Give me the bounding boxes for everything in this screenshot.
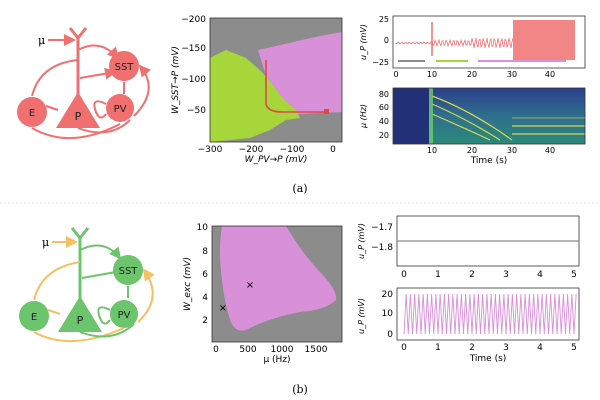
phase-map-b: × × 10 8 6 4 2 0 500 1000 1500 μ (Hz) W_… xyxy=(183,223,343,365)
y-axis-label: W_SST→P (mV) xyxy=(171,46,181,114)
ytick: 0 xyxy=(384,36,389,45)
point-marker: × xyxy=(246,280,254,291)
p-node xyxy=(56,92,100,128)
sst-node xyxy=(109,51,139,81)
circuit-a: μ SST PV P E xyxy=(17,27,152,139)
xtick: 4 xyxy=(537,270,543,280)
spectrogram-a: 80 60 40 20 10 20 30 40 Time (s) μ (Hz) xyxy=(359,87,586,166)
xtick: 3 xyxy=(503,270,509,280)
x-axis-label: Time (s) xyxy=(470,156,508,166)
e-node xyxy=(19,301,49,331)
ytick: 60 xyxy=(379,103,389,112)
x-axis-label: W_PV→P (mV) xyxy=(245,155,308,165)
xtick: 3 xyxy=(503,343,509,353)
xtick: 20 xyxy=(467,146,477,155)
ytick: 2 xyxy=(202,316,208,326)
xtick: 500 xyxy=(239,345,256,355)
y-axis-label: W_exc (mV) xyxy=(183,257,193,311)
ytick: 20 xyxy=(379,131,389,140)
e-label: E xyxy=(31,312,37,323)
xtick: 5 xyxy=(571,343,577,353)
input-mu-label: μ xyxy=(42,236,49,249)
ytick: −100 xyxy=(181,75,206,85)
xtick: 20 xyxy=(467,70,477,79)
xtick: 30 xyxy=(507,146,517,155)
y-axis-label: u_P (mV) xyxy=(357,298,366,334)
y-axis-label: μ (Hz) xyxy=(359,104,368,129)
sst-node xyxy=(113,255,143,285)
ytick: −200 xyxy=(181,15,206,25)
xtick: −300 xyxy=(198,145,223,155)
xtick: 1 xyxy=(435,343,441,353)
xtick: 2 xyxy=(469,270,475,280)
y-axis-label: u_P (mV) xyxy=(359,24,368,60)
xtick: 1500 xyxy=(305,345,328,355)
caption-a: (a) xyxy=(292,182,307,195)
xtick: −200 xyxy=(239,145,264,155)
x-axis-label: μ (Hz) xyxy=(263,355,290,365)
e-label: E xyxy=(29,108,35,119)
trace-b-bottom: 20 10 0 0 1 2 3 4 5 Time (s) u_P (mV) xyxy=(357,287,580,364)
xtick: 1 xyxy=(435,270,441,280)
xtick: 4 xyxy=(537,343,543,353)
caption-b: (b) xyxy=(292,383,308,396)
ytick: 40 xyxy=(379,117,389,126)
ytick: −50 xyxy=(187,106,206,116)
ytick: 10 xyxy=(382,309,394,319)
pv-label: PV xyxy=(114,104,127,115)
ytick: 8 xyxy=(202,247,208,257)
xtick: 0 xyxy=(330,145,336,155)
ytick: 25 xyxy=(379,15,389,24)
trace-b-top: −1.7 −1.8 0 1 2 3 4 5 u_P (mV) xyxy=(357,215,580,280)
pv-label: PV xyxy=(118,310,131,321)
ytick: 6 xyxy=(202,270,208,280)
point-marker: × xyxy=(219,303,227,314)
pv-node xyxy=(106,94,134,122)
xtick: 0 xyxy=(213,345,219,355)
p-node xyxy=(58,296,102,332)
ytick: 4 xyxy=(202,293,208,303)
xtick: 1000 xyxy=(271,345,294,355)
ytick: −1.8 xyxy=(371,243,393,253)
xtick: 40 xyxy=(545,146,555,155)
y-axis-label: u_P (mV) xyxy=(357,223,366,259)
ytick: 80 xyxy=(379,90,389,99)
x-axis-label: Time (s) xyxy=(469,354,507,364)
input-mu-label: μ xyxy=(38,34,45,47)
p-label: P xyxy=(75,110,82,123)
ytick: −25 xyxy=(372,58,389,67)
xtick: −100 xyxy=(280,145,305,155)
ytick: −150 xyxy=(181,44,206,54)
xtick: 2 xyxy=(469,343,475,353)
ytick: 10 xyxy=(197,223,209,233)
circuit-b: μ SST PV P E xyxy=(19,227,155,342)
trace-a: 25 0 −25 0 10 20 30 40 u_P (mV) xyxy=(359,15,586,79)
xtick: 10 xyxy=(427,146,437,155)
ytick: −1.7 xyxy=(371,223,393,233)
sst-label: SST xyxy=(119,266,139,277)
phase-map-a: −200 −150 −100 −50 −300 −200 −100 0 W_PV… xyxy=(171,15,343,165)
xtick: 0 xyxy=(393,70,398,79)
ytick: 0 xyxy=(387,330,393,340)
e-node xyxy=(17,97,47,127)
sst-label: SST xyxy=(115,62,135,73)
xtick: 0 xyxy=(401,270,407,280)
p-label: P xyxy=(77,314,84,327)
xtick: 10 xyxy=(427,70,437,79)
xtick: 0 xyxy=(401,343,407,353)
xtick: 40 xyxy=(545,70,555,79)
xtick: 5 xyxy=(571,270,577,280)
pv-node xyxy=(110,300,138,328)
xtick: 30 xyxy=(507,70,517,79)
ytick: 20 xyxy=(382,290,394,300)
